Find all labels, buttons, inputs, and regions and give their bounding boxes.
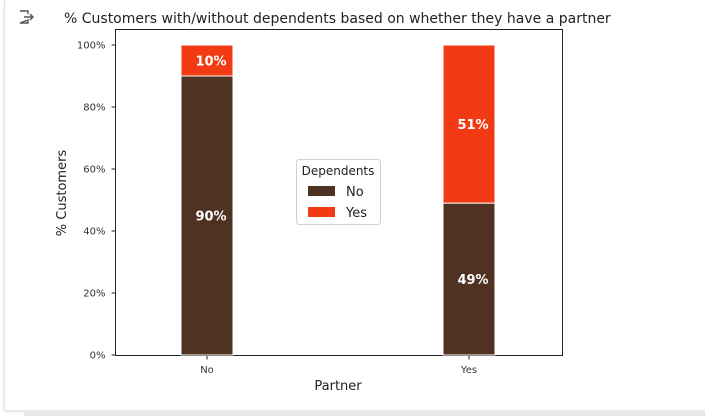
legend-swatch-yes <box>308 207 335 217</box>
plot-frame <box>115 29 563 356</box>
y-axis-label: % Customers <box>55 150 70 237</box>
legend-label-no: No <box>346 185 364 200</box>
x-tick-label: Yes <box>460 365 477 376</box>
bar-yes-no <box>442 202 496 356</box>
x-tick-label: No <box>200 365 214 376</box>
y-tick-label: 100% <box>77 41 106 52</box>
legend-title: Dependents <box>302 164 375 178</box>
output-arrow-icon[interactable] <box>17 8 35 26</box>
y-tick-label: 20% <box>83 289 105 300</box>
y-tick-label: 60% <box>83 165 105 176</box>
bar-data-label: 10% <box>195 55 226 70</box>
y-tick-label: 0% <box>90 351 106 362</box>
bar-yes-yes <box>442 44 496 204</box>
bar-no-yes <box>180 44 234 77</box>
bar-no-no <box>180 75 234 356</box>
y-tick-label: 80% <box>83 103 105 114</box>
bar-data-label: 51% <box>457 118 488 133</box>
x-axis-label: Partner <box>314 379 362 394</box>
legend-swatch-no <box>308 186 335 196</box>
legend-label-yes: Yes <box>345 206 367 221</box>
bar-data-label: 49% <box>457 273 488 288</box>
y-tick-label: 40% <box>83 227 105 238</box>
legend: Dependents No Yes <box>296 159 381 225</box>
chart-title: % Customers with/without dependents base… <box>64 11 611 27</box>
horizontal-scrollbar[interactable] <box>24 412 705 416</box>
notebook-output-cell <box>4 0 705 410</box>
bar-data-label: 90% <box>195 210 226 225</box>
